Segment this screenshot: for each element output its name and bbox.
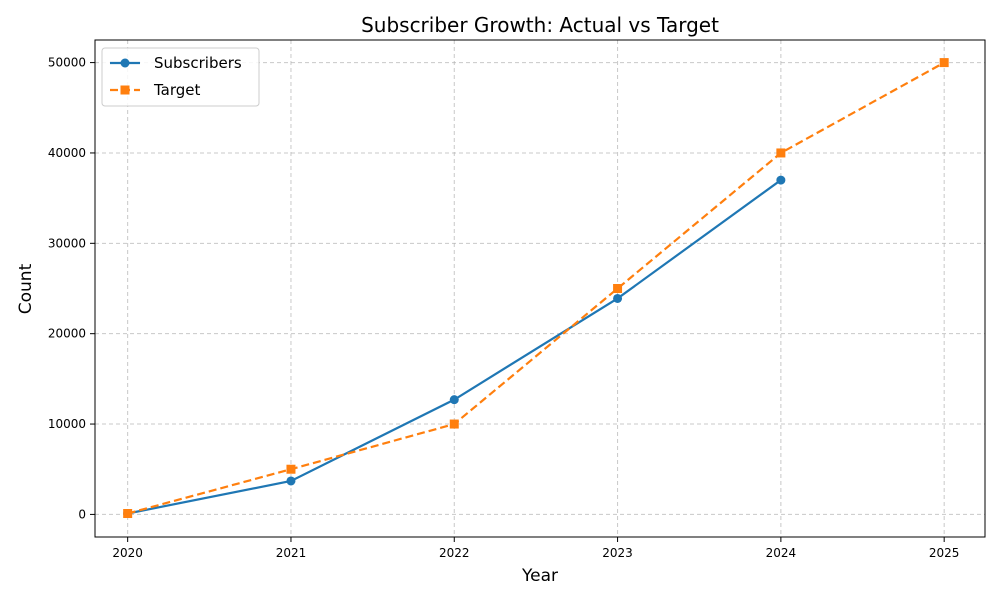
data-point-target [123,509,133,519]
data-point-subscribers [286,476,296,486]
y-tick-label: 40000 [48,146,86,160]
data-point-subscribers [449,395,459,405]
legend-label-target: Target [153,81,201,99]
data-point-target [286,464,296,474]
x-tick-label: 2021 [276,546,307,560]
data-point-subscribers [776,175,786,185]
data-point-target [939,58,949,68]
x-axis-label: Year [521,566,558,586]
legend-marker-subscribers [120,58,130,68]
data-point-target [776,148,786,158]
x-tick-label: 2020 [112,546,143,560]
y-tick-label: 20000 [48,327,86,341]
x-tick-label: 2023 [602,546,633,560]
x-ticks: 2020 2021 2022 2023 2024 2025 [112,537,959,560]
x-tick-label: 2025 [929,546,960,560]
y-tick-label: 0 [78,507,86,521]
series-layer [123,58,949,519]
legend-marker-target [120,85,130,95]
plot-frame [94,39,986,538]
y-axis-label: Count [16,263,36,314]
data-point-target [613,284,623,293]
data-point-target [449,419,459,429]
legend-box [101,47,260,107]
y-tick-label: 50000 [48,56,86,70]
x-tick-label: 2022 [439,546,470,560]
y-tick-label: 10000 [48,417,86,431]
legend-items: Subscribers Target [110,54,242,99]
legend: Subscribers Target [101,47,260,107]
data-point-subscribers [613,293,623,303]
chart-title: Subscriber Growth: Actual vs Target [361,13,719,37]
y-ticks: 0 10000 20000 30000 40000 50000 [48,56,95,521]
y-tick-label: 30000 [48,236,86,250]
x-tick-label: 2024 [766,546,797,560]
series-line-target [127,61,945,515]
legend-label-subscribers: Subscribers [154,54,242,72]
